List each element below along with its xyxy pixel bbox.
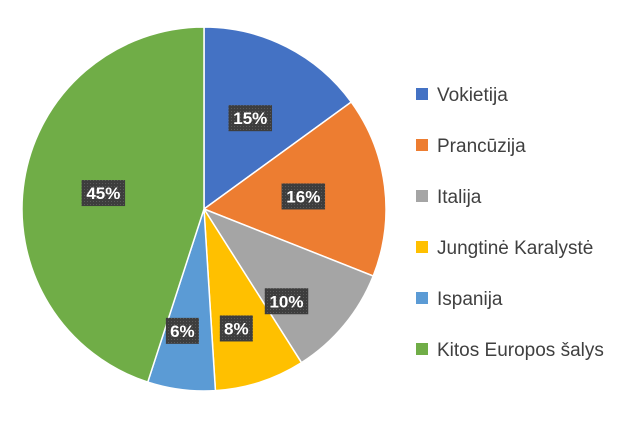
data-label-box — [228, 105, 273, 132]
data-label-box — [219, 315, 253, 342]
data-label-box — [165, 317, 199, 344]
pie-slices — [21, 26, 387, 392]
legend-swatch — [416, 241, 428, 253]
data-label-text: 6% — [170, 322, 195, 341]
legend-label: Ispanija — [437, 289, 503, 310]
legend-item-prancuzija: Prancūzija — [416, 136, 526, 157]
pie-data-labels: 15% 16% 10% 8% 6% 45% — [81, 105, 326, 344]
legend-item-ispanija: Ispanija — [416, 289, 503, 310]
legend-swatch — [416, 88, 428, 100]
legend-swatch — [416, 139, 428, 151]
pie-slice-italija — [202, 207, 375, 364]
legend-item-italija: Italija — [416, 187, 482, 208]
pie-slice-vokietija — [203, 26, 353, 211]
legend-swatch — [416, 343, 428, 355]
legend-item-jungtine-karalyste: Jungtinė Karalystė — [416, 238, 593, 259]
legend: Vokietija Prancūzija Italija Jungtinė Karal… — [416, 85, 604, 361]
legend-swatch — [416, 190, 428, 202]
pie-slice-jungtine-karalyste — [203, 208, 303, 392]
data-label-text: 45% — [86, 184, 120, 203]
legend-label: Italija — [437, 187, 482, 208]
data-label-box — [81, 180, 126, 207]
data-label-box — [281, 183, 326, 210]
data-label-jungtine-karalyste: 8% — [219, 315, 253, 342]
data-label-vokietija: 15% — [228, 105, 273, 132]
legend-label: Jungtinė Karalystė — [437, 238, 593, 259]
data-label-text: 15% — [233, 109, 267, 128]
data-label-kitos-europos-salys: 45% — [81, 180, 126, 207]
data-label-text: 10% — [269, 292, 303, 311]
legend-label: Vokietija — [437, 85, 508, 106]
data-label-text: 8% — [224, 319, 249, 338]
legend-item-kitos-europos-salys: Kitos Europos šalys — [416, 340, 604, 361]
data-label-text: 16% — [286, 187, 320, 206]
legend-label: Prancūzija — [437, 136, 526, 157]
data-label-ispanija: 6% — [165, 317, 199, 344]
data-label-italija: 10% — [264, 288, 309, 315]
legend-label: Kitos Europos šalys — [437, 340, 604, 361]
legend-item-vokietija: Vokietija — [416, 85, 508, 106]
data-label-box — [264, 288, 309, 315]
legend-swatch — [416, 292, 428, 304]
data-label-prancuzija: 16% — [281, 183, 326, 210]
